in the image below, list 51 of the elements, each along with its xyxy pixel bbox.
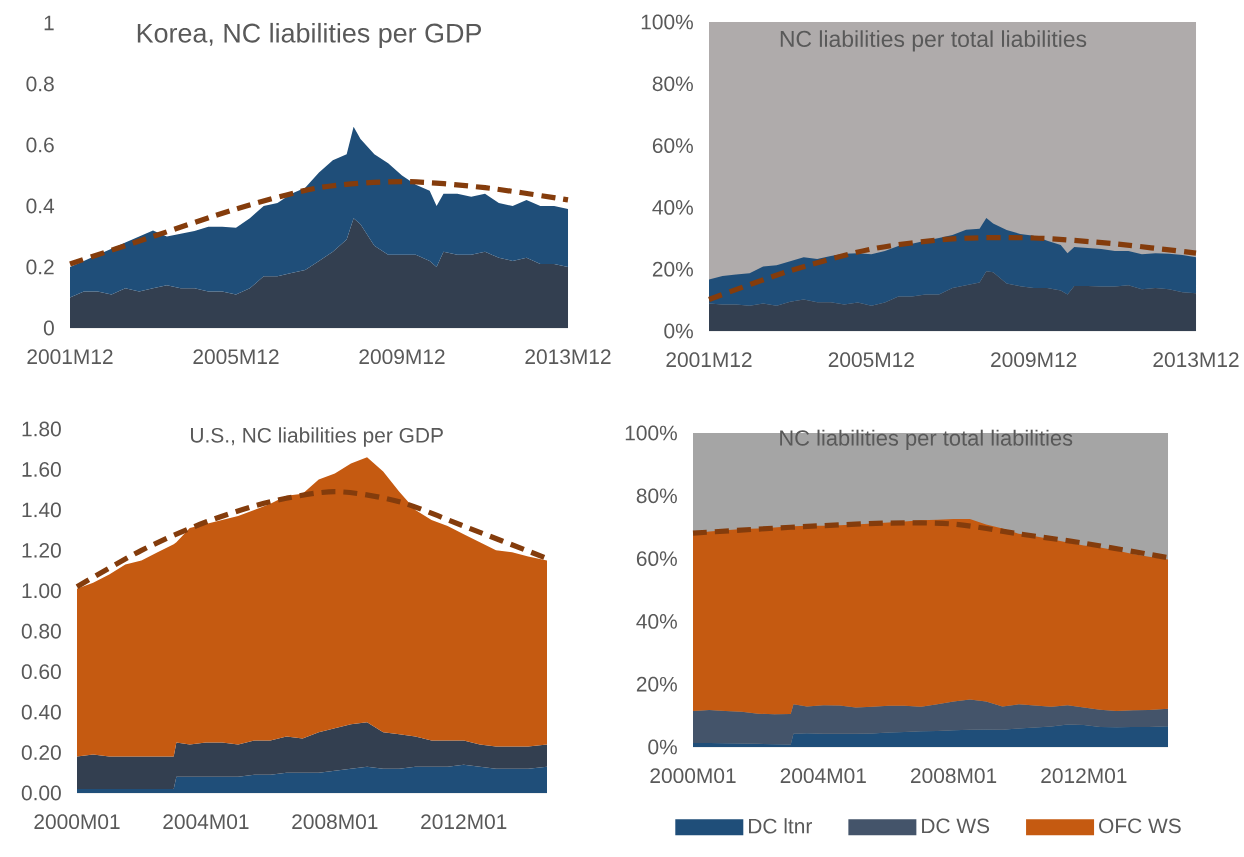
x-tick-label: 2008M01 [292,814,378,830]
y-tick-label: 0 [43,320,54,336]
y-tick-label: 60% [652,138,693,154]
x-tick-label: 2013M12 [1153,352,1239,368]
x-tick-label: 2000M01 [34,814,120,830]
y-tick-label: 0.6 [26,137,54,153]
x-tick-label: 2001M12 [27,349,113,365]
x-tick-label: 2008M01 [911,768,997,784]
legend-label: DC WS [922,818,990,834]
y-tick-label: 80% [636,488,677,504]
x-tick-label: 2000M01 [650,768,736,784]
y-tick-label: 1 [44,15,54,31]
x-tick-label: 2012M01 [1041,768,1127,784]
legend-label: DC ltnr [749,818,813,834]
y-tick-label: 1.60 [22,462,61,477]
x-tick-label: 2009M12 [359,349,445,365]
y-tick-label: 1.20 [22,542,61,558]
chart-title: NC liabilities per total liabilities [780,429,1073,451]
y-tick-label: 80% [652,76,693,92]
y-tick-label: 0.2 [26,259,54,275]
chart-title: Korea, NC liabilities per GDP [137,22,481,48]
chart-title: U.S., NC liabilities per GDP [191,427,443,447]
y-tick-label: 0.4 [26,198,55,214]
x-tick-label: 2004M01 [163,814,249,830]
y-tick-label: 0.8 [26,76,54,92]
legend-label: OFC WS [1099,818,1181,834]
y-tick-label: 20% [652,261,693,277]
x-tick-label: 2001M12 [666,352,752,368]
x-tick-label: 2012M01 [421,814,507,830]
y-tick-label: 0.60 [21,664,61,680]
y-tick-label: 40% [652,200,693,215]
y-tick-label: 100% [641,14,693,30]
y-tick-label: 40% [636,614,677,629]
y-tick-label: 0.40 [21,704,61,720]
y-tick-label: 1.80 [22,421,61,437]
x-tick-label: 2004M01 [780,768,866,784]
y-tick-label: 20% [636,676,677,692]
y-tick-label: 1.00 [22,583,61,599]
x-tick-label: 2005M12 [193,349,279,365]
x-tick-label: 2005M12 [828,352,914,368]
y-tick-label: 60% [636,551,677,567]
y-tick-label: 100% [625,425,677,441]
y-tick-label: 0% [648,739,677,755]
x-tick-label: 2013M12 [525,349,611,365]
y-tick-label: 0.00 [21,785,61,801]
chart-title: NC liabilities per total liabilities [780,30,1087,52]
y-tick-label: 0% [664,323,693,339]
y-tick-label: 0.80 [21,623,61,639]
x-tick-label: 2009M12 [991,352,1077,368]
y-tick-label: 0.20 [21,745,61,760]
y-tick-label: 1.40 [22,502,61,518]
